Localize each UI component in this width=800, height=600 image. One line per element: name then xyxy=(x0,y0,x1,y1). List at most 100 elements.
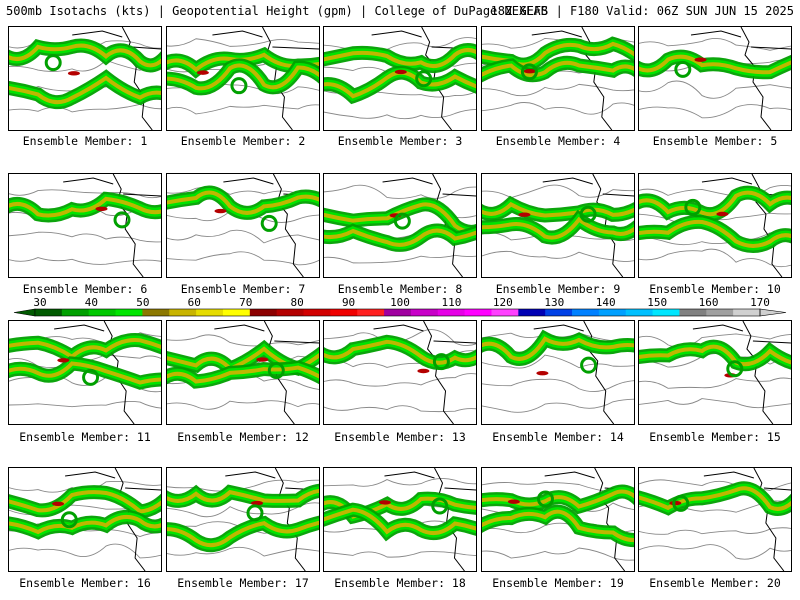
jet-isotach-band xyxy=(9,490,161,514)
closed-low xyxy=(432,353,450,371)
map-plot xyxy=(639,27,791,130)
map-plot xyxy=(639,321,791,424)
height-contour xyxy=(482,184,634,199)
map-plot xyxy=(482,27,634,130)
height-contour xyxy=(639,104,791,119)
ensemble-member-label: Ensemble Member: 11 xyxy=(19,430,151,444)
height-contour xyxy=(639,38,791,51)
colorbar-swatch xyxy=(169,309,197,316)
map-plot xyxy=(482,468,634,571)
map-plot xyxy=(9,321,161,424)
wind-maximum xyxy=(523,69,536,74)
colorbar-swatch xyxy=(464,309,492,316)
ensemble-member-map xyxy=(166,320,320,425)
wind-maximum xyxy=(196,70,209,75)
coastline xyxy=(384,468,476,571)
closed-low xyxy=(393,212,411,230)
coastline xyxy=(212,27,319,130)
wind-maximum xyxy=(214,208,227,214)
colorbar-swatch xyxy=(518,309,546,316)
chart-title: 500mb Isotachs (kts) | Geopotential Heig… xyxy=(6,4,548,18)
ensemble-member-label: Ensemble Member: 10 xyxy=(649,282,781,296)
map-plot xyxy=(324,321,476,424)
height-contour xyxy=(482,354,634,369)
colorbar-swatch xyxy=(249,309,278,316)
colorbar-swatch xyxy=(384,309,412,316)
closed-low xyxy=(674,60,692,78)
coastline xyxy=(544,468,634,571)
closed-low xyxy=(415,70,433,88)
ensemble-member-map xyxy=(481,467,635,572)
colorbar-left-arrow xyxy=(13,308,36,317)
jet-isotach-band xyxy=(639,219,791,248)
ensemble-member-map xyxy=(638,320,792,425)
wind-maximum xyxy=(507,499,520,504)
ensemble-member-map xyxy=(166,173,320,278)
height-contour xyxy=(639,377,791,389)
colorbar-swatch xyxy=(437,309,466,316)
colorbar-outline xyxy=(34,308,761,317)
height-contour xyxy=(324,373,476,387)
height-contour xyxy=(324,254,476,264)
jet-isotach-band xyxy=(167,190,319,215)
ensemble-member-map xyxy=(638,173,792,278)
colorbar-swatch xyxy=(572,309,600,316)
map-plot xyxy=(167,321,319,424)
ensemble-member-label: Ensemble Member: 20 xyxy=(649,576,781,590)
wind-maximum xyxy=(57,358,70,363)
closed-low xyxy=(230,77,248,95)
jet-isotach-band xyxy=(639,54,791,75)
wind-maximum xyxy=(394,69,407,75)
colorbar-tick: 60 xyxy=(187,296,201,309)
jet-isotach-band xyxy=(482,509,634,543)
coastline xyxy=(63,174,161,277)
colorbar-swatch xyxy=(196,309,224,316)
ensemble-member-map xyxy=(638,467,792,572)
ensemble-member-map xyxy=(481,26,635,131)
ensemble-member-map xyxy=(323,320,477,425)
height-contour xyxy=(324,477,476,487)
closed-low xyxy=(672,494,690,512)
height-contour xyxy=(9,231,161,243)
colorbar-swatch xyxy=(706,309,734,316)
map-plot xyxy=(482,174,634,277)
ensemble-member-map xyxy=(166,467,320,572)
height-contour xyxy=(639,544,791,560)
map-plot xyxy=(639,468,791,571)
ensemble-member-map xyxy=(638,26,792,131)
height-contour xyxy=(324,109,476,120)
jet-isotach-band xyxy=(482,489,634,509)
map-plot xyxy=(167,174,319,277)
closed-low xyxy=(684,198,702,216)
ensemble-member-label: Ensemble Member: 3 xyxy=(337,134,463,148)
jet-isotach-band xyxy=(482,60,634,78)
colorbar-tick: 110 xyxy=(441,296,462,309)
jet-isotach-band xyxy=(324,228,476,247)
closed-low xyxy=(246,504,264,522)
map-plot xyxy=(324,468,476,571)
map-plot xyxy=(639,174,791,277)
jet-isotach-band xyxy=(324,507,476,536)
ensemble-member-map xyxy=(481,320,635,425)
height-contour xyxy=(482,398,634,413)
map-plot xyxy=(482,321,634,424)
colorbar-swatch xyxy=(410,309,439,316)
colorbar-swatch xyxy=(222,309,251,316)
jet-isotach-band xyxy=(167,365,319,384)
wind-maximum xyxy=(67,71,80,76)
height-contour xyxy=(482,83,634,97)
height-contour xyxy=(482,250,634,263)
height-contour xyxy=(167,229,319,244)
ensemble-member-label: Ensemble Member: 12 xyxy=(177,430,309,444)
ensemble-member-label: Ensemble Member: 6 xyxy=(22,282,148,296)
colorbar-tick: 100 xyxy=(390,296,410,309)
wind-maximum xyxy=(694,57,707,62)
ensemble-member-map xyxy=(8,26,162,131)
height-contour xyxy=(639,333,791,348)
jet-isotach-band xyxy=(9,361,161,385)
height-contour xyxy=(9,543,161,559)
closed-low xyxy=(82,368,100,386)
colorbar-tick: 90 xyxy=(341,296,356,309)
height-contour xyxy=(639,527,791,535)
height-contour xyxy=(324,184,476,199)
